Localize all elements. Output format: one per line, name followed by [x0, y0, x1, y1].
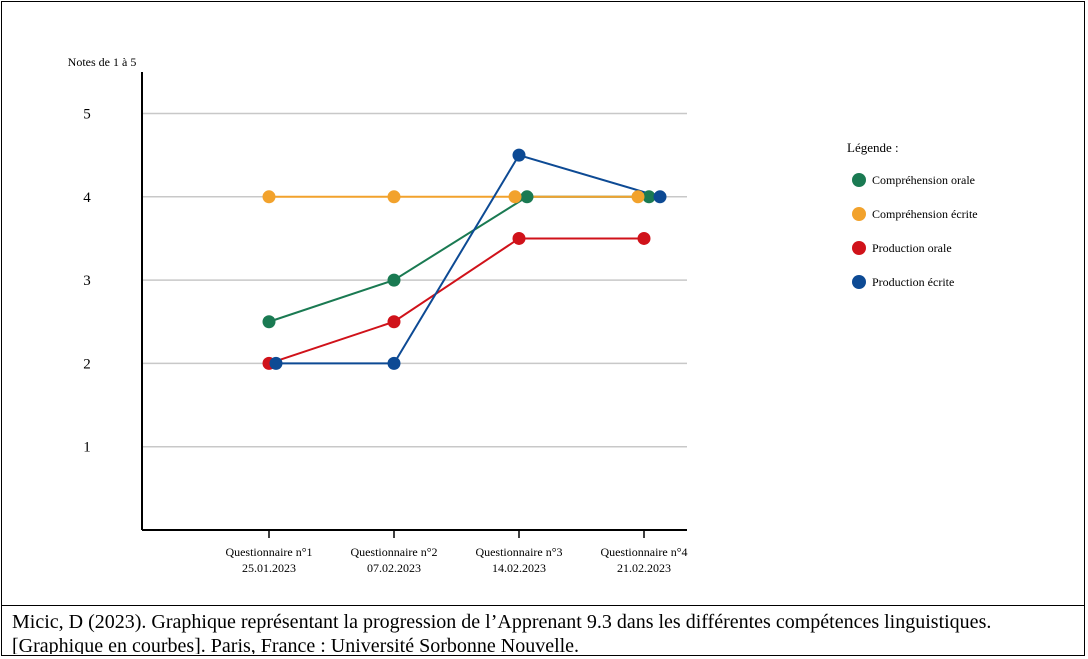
data-point — [512, 231, 526, 245]
legend-label: Production écrite — [872, 275, 954, 289]
legend-title: Légende : — [847, 140, 899, 155]
data-point — [653, 190, 667, 204]
x-tick-label-date: 14.02.2023 — [492, 561, 546, 575]
data-point — [387, 190, 401, 204]
x-tick-label: Questionnaire n°2 — [350, 545, 437, 559]
y-tick-label: 5 — [83, 107, 91, 123]
x-tick-label: Questionnaire n°1 — [225, 545, 312, 559]
series-points — [262, 148, 667, 370]
legend-marker — [852, 275, 866, 289]
legend-label: Compréhension écrite — [872, 207, 978, 221]
series-line — [268, 195, 649, 323]
legend-marker — [852, 241, 866, 255]
y-tick-label: 1 — [83, 440, 91, 456]
data-point — [269, 356, 283, 370]
y-axis-label: Notes de 1 à 5 — [68, 55, 137, 69]
x-tick-label-date: 07.02.2023 — [367, 561, 421, 575]
data-point — [631, 190, 645, 204]
data-point — [508, 190, 522, 204]
data-point — [262, 190, 276, 204]
data-point — [637, 231, 651, 245]
gridlines — [142, 112, 687, 448]
data-point — [642, 190, 656, 204]
data-point — [387, 356, 401, 370]
y-tick-label: 3 — [83, 273, 91, 289]
data-point — [520, 190, 534, 204]
series-lines — [268, 153, 661, 365]
series-line — [276, 153, 661, 365]
x-tick-label-date: 25.01.2023 — [242, 561, 296, 575]
series-line — [268, 237, 644, 365]
legend-label: Compréhension orale — [872, 173, 975, 187]
legend-marker — [852, 207, 866, 221]
line-chart: 1 2 3 4 5 Questionnaire n°1 25.01.2023 Question… — [68, 55, 978, 576]
data-point — [512, 148, 526, 162]
legend-label: Production orale — [872, 241, 952, 255]
data-point — [387, 315, 401, 329]
y-tick-label: 2 — [83, 356, 91, 372]
legend: Légende : Compréhension orale Compréhensi… — [847, 140, 978, 289]
axes — [141, 72, 687, 538]
tick-labels: 1 2 3 4 5 Questionnaire n°1 25.01.2023 Question… — [83, 107, 687, 576]
caption-divider — [2, 605, 1084, 606]
figure-caption: Micic, D (2023). Graphique représentant … — [12, 611, 992, 654]
data-point — [387, 273, 401, 287]
x-tick-label-date: 21.02.2023 — [617, 561, 671, 575]
legend-marker — [852, 173, 866, 187]
x-tick-label: Questionnaire n°4 — [600, 545, 687, 559]
y-tick-label: 4 — [83, 190, 91, 206]
data-point — [262, 315, 276, 329]
x-tick-label: Questionnaire n°3 — [475, 545, 562, 559]
